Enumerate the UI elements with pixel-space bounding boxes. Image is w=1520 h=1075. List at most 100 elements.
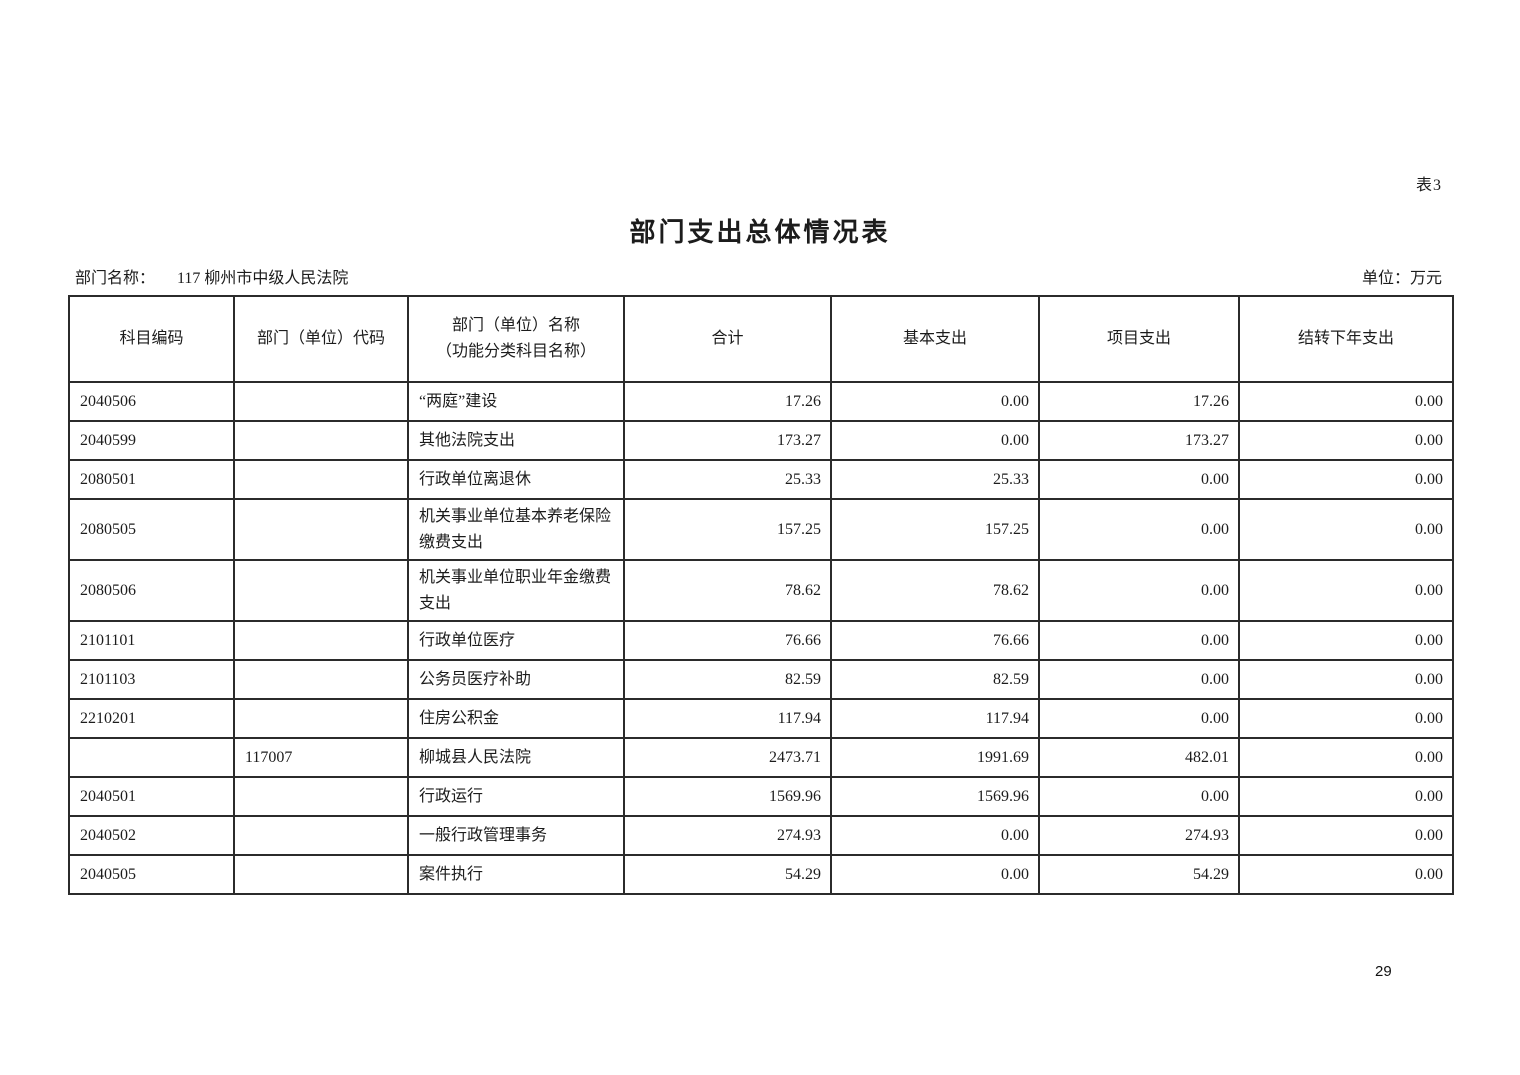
cell-unit-code xyxy=(233,659,409,701)
header-total: 合计 xyxy=(623,295,832,383)
cell-carryover: 0.00 xyxy=(1238,698,1454,740)
cell-unit-code xyxy=(233,559,409,623)
cell-subject-code: 2080506 xyxy=(68,559,235,623)
table-body: 2040506 “两庭”建设 17.26 0.00 17.26 0.00 204… xyxy=(68,381,1454,896)
cell-basic: 0.00 xyxy=(830,815,1040,857)
cell-project: 54.29 xyxy=(1038,854,1240,896)
cell-unit-code xyxy=(233,459,409,500)
cell-total: 173.27 xyxy=(623,420,832,461)
cell-unit-code xyxy=(233,497,409,562)
table-row: 2210201 住房公积金 117.94 117.94 0.00 0.00 xyxy=(68,698,1454,740)
table-row: 2080501 行政单位离退休 25.33 25.33 0.00 0.00 xyxy=(68,459,1454,500)
table-row: 2080505 机关事业单位基本养老保险缴费支出 157.25 157.25 0… xyxy=(68,497,1454,562)
header-unit-name-line2: （功能分类科目名称） xyxy=(435,343,596,360)
cell-basic: 82.59 xyxy=(830,659,1040,701)
cell-carryover: 0.00 xyxy=(1238,497,1454,562)
header-unit-code: 部门（单位）代码 xyxy=(233,295,409,383)
cell-total: 274.93 xyxy=(623,815,832,857)
cell-subject-code: 2080501 xyxy=(68,459,235,500)
cell-subject-code xyxy=(68,737,235,779)
cell-unit-code xyxy=(233,776,409,818)
cell-carryover: 0.00 xyxy=(1238,459,1454,500)
cell-total: 157.25 xyxy=(623,497,832,562)
cell-subject-code: 2040501 xyxy=(68,776,235,818)
cell-unit-name: 公务员医疗补助 xyxy=(407,659,625,701)
cell-total: 1569.96 xyxy=(623,776,832,818)
table-row: 2101101 行政单位医疗 76.66 76.66 0.00 0.00 xyxy=(68,620,1454,662)
cell-total: 54.29 xyxy=(623,854,832,896)
page-title: 部门支出总体情况表 xyxy=(629,218,891,247)
cell-unit-code xyxy=(233,854,409,896)
cell-subject-code: 2210201 xyxy=(68,698,235,740)
cell-basic: 1991.69 xyxy=(830,737,1040,779)
cell-unit-code xyxy=(233,420,409,461)
header-subject-code: 科目编码 xyxy=(68,295,235,383)
header-unit-name-line1: 部门（单位）名称 xyxy=(451,317,580,335)
cell-unit-code: 117007 xyxy=(233,737,409,779)
table-row: 2040599 其他法院支出 173.27 0.00 173.27 0.00 xyxy=(68,420,1454,461)
table-row: 2040506 “两庭”建设 17.26 0.00 17.26 0.00 xyxy=(68,381,1454,422)
cell-unit-name: 一般行政管理事务 xyxy=(407,815,625,857)
cell-project: 173.27 xyxy=(1038,420,1240,461)
cell-unit-name: 住房公积金 xyxy=(407,698,625,740)
cell-unit-name: 其他法院支出 xyxy=(407,420,625,461)
cell-project: 0.00 xyxy=(1038,559,1240,623)
cell-basic: 0.00 xyxy=(830,420,1040,461)
cell-unit-name: “两庭”建设 xyxy=(407,381,625,422)
cell-unit-name: 机关事业单位基本养老保险缴费支出 xyxy=(407,497,625,562)
cell-subject-code: 2040506 xyxy=(68,381,235,422)
meta-row: 部门名称： 117 柳州市中级人民法院 单位：万元 xyxy=(75,264,1442,288)
cell-subject-code: 2040599 xyxy=(68,420,235,461)
table-header: 科目编码 部门（单位）代码 部门（单位）名称 （功能分类科目名称） 合计 基本支… xyxy=(68,295,1454,383)
cell-unit-name: 机关事业单位职业年金缴费支出 xyxy=(407,559,625,623)
cell-total: 82.59 xyxy=(623,659,832,701)
unit-note: 单位：万元 xyxy=(1361,270,1442,287)
cell-project: 0.00 xyxy=(1038,659,1240,701)
cell-basic: 0.00 xyxy=(830,381,1040,422)
cell-basic: 78.62 xyxy=(830,559,1040,623)
cell-carryover: 0.00 xyxy=(1238,737,1454,779)
cell-subject-code: 2101103 xyxy=(68,659,235,701)
cell-total: 117.94 xyxy=(623,698,832,740)
cell-carryover: 0.00 xyxy=(1238,854,1454,896)
cell-total: 78.62 xyxy=(623,559,832,623)
cell-project: 0.00 xyxy=(1038,620,1240,662)
cell-unit-name: 行政单位离退休 xyxy=(407,459,625,500)
cell-project: 0.00 xyxy=(1038,497,1240,562)
cell-total: 76.66 xyxy=(623,620,832,662)
table-row: 2080506 机关事业单位职业年金缴费支出 78.62 78.62 0.00 … xyxy=(68,559,1454,623)
department-name-line: 部门名称： 117 柳州市中级人民法院 xyxy=(75,264,348,288)
cell-carryover: 0.00 xyxy=(1238,659,1454,701)
table-row: 2101103 公务员医疗补助 82.59 82.59 0.00 0.00 xyxy=(68,659,1454,701)
cell-project: 0.00 xyxy=(1038,698,1240,740)
cell-unit-name: 行政运行 xyxy=(407,776,625,818)
table-row: 2040505 案件执行 54.29 0.00 54.29 0.00 xyxy=(68,854,1454,896)
expenditure-table: 科目编码 部门（单位）代码 部门（单位）名称 （功能分类科目名称） 合计 基本支… xyxy=(68,295,1454,896)
cell-basic: 0.00 xyxy=(830,854,1040,896)
table-row: 2040502 一般行政管理事务 274.93 0.00 274.93 0.00 xyxy=(68,815,1454,857)
cell-unit-name: 行政单位医疗 xyxy=(407,620,625,662)
cell-basic: 1569.96 xyxy=(830,776,1040,818)
page-number: 29 xyxy=(1375,963,1392,980)
cell-basic: 76.66 xyxy=(830,620,1040,662)
cell-total: 2473.71 xyxy=(623,737,832,779)
cell-unit-code xyxy=(233,381,409,422)
table-row: 2040501 行政运行 1569.96 1569.96 0.00 0.00 xyxy=(68,776,1454,818)
department-name-label: 部门名称： xyxy=(75,270,156,287)
cell-subject-code: 2101101 xyxy=(68,620,235,662)
cell-carryover: 0.00 xyxy=(1238,381,1454,422)
cell-total: 25.33 xyxy=(623,459,832,500)
cell-basic: 157.25 xyxy=(830,497,1040,562)
cell-carryover: 0.00 xyxy=(1238,815,1454,857)
header-row: 科目编码 部门（单位）代码 部门（单位）名称 （功能分类科目名称） 合计 基本支… xyxy=(68,295,1454,383)
cell-project: 274.93 xyxy=(1038,815,1240,857)
cell-unit-name: 柳城县人民法院 xyxy=(407,737,625,779)
cell-total: 17.26 xyxy=(623,381,832,422)
cell-project: 0.00 xyxy=(1038,776,1240,818)
department-name-value: 117 柳州市中级人民法院 xyxy=(177,270,349,287)
cell-unit-code xyxy=(233,620,409,662)
cell-basic: 117.94 xyxy=(830,698,1040,740)
cell-unit-name: 案件执行 xyxy=(407,854,625,896)
cell-carryover: 0.00 xyxy=(1238,776,1454,818)
cell-project: 17.26 xyxy=(1038,381,1240,422)
